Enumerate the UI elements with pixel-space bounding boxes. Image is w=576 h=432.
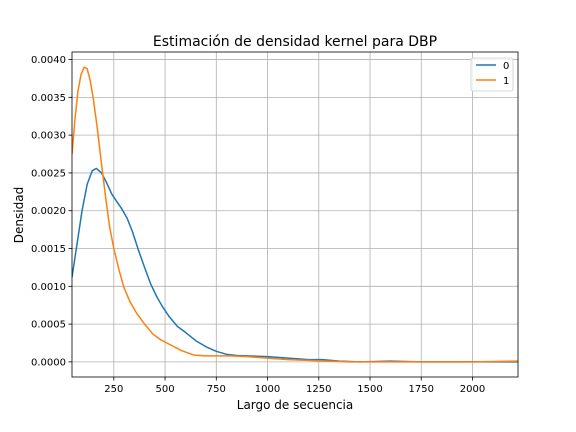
y-tick-label: 0.0005 [31, 320, 66, 331]
x-tick-label: 250 [104, 384, 123, 395]
plot-background [72, 52, 518, 377]
x-axis-ticks: 250 500 750 1000 1250 1500 1750 2000 [104, 377, 485, 395]
series-line-0 [72, 167, 518, 363]
x-tick-label: 1500 [357, 384, 382, 395]
y-axis-label: Densidad [12, 187, 26, 243]
legend-label-1: 1 [503, 76, 509, 87]
x-tick-label: 2000 [460, 384, 485, 395]
x-tick-label: 1750 [409, 384, 434, 395]
y-tick-label: 0.0010 [31, 282, 66, 293]
y-tick-label: 0.0040 [31, 55, 66, 66]
x-tick-label: 500 [156, 384, 175, 395]
x-tick-label: 750 [207, 384, 226, 395]
legend-box [470, 57, 514, 92]
x-tick-label: 1250 [306, 384, 331, 395]
series-line-1 [72, 66, 518, 363]
y-tick-label: 0.0015 [31, 244, 66, 255]
series-lines [72, 66, 518, 363]
y-tick-label: 0.0035 [31, 93, 66, 104]
y-tick-label: 0.0025 [31, 168, 66, 179]
y-tick-label: 0.0020 [31, 206, 66, 217]
y-axis-ticks: 0.0000 0.0005 0.0010 0.0015 0.0020 0.0025 0.00… [31, 55, 72, 368]
chart-title: Estimación de densidad kernel para DBP [153, 34, 437, 50]
plot-frame [71, 51, 519, 378]
y-tick-label: 0.0000 [31, 357, 66, 368]
legend-label-0: 0 [503, 61, 509, 72]
grid-lines [72, 52, 518, 377]
x-tick-label: 1000 [255, 384, 280, 395]
y-tick-label: 0.0030 [31, 131, 66, 142]
legend: 0 1 [470, 57, 514, 92]
x-axis-label: Largo de secuencia [237, 398, 353, 412]
